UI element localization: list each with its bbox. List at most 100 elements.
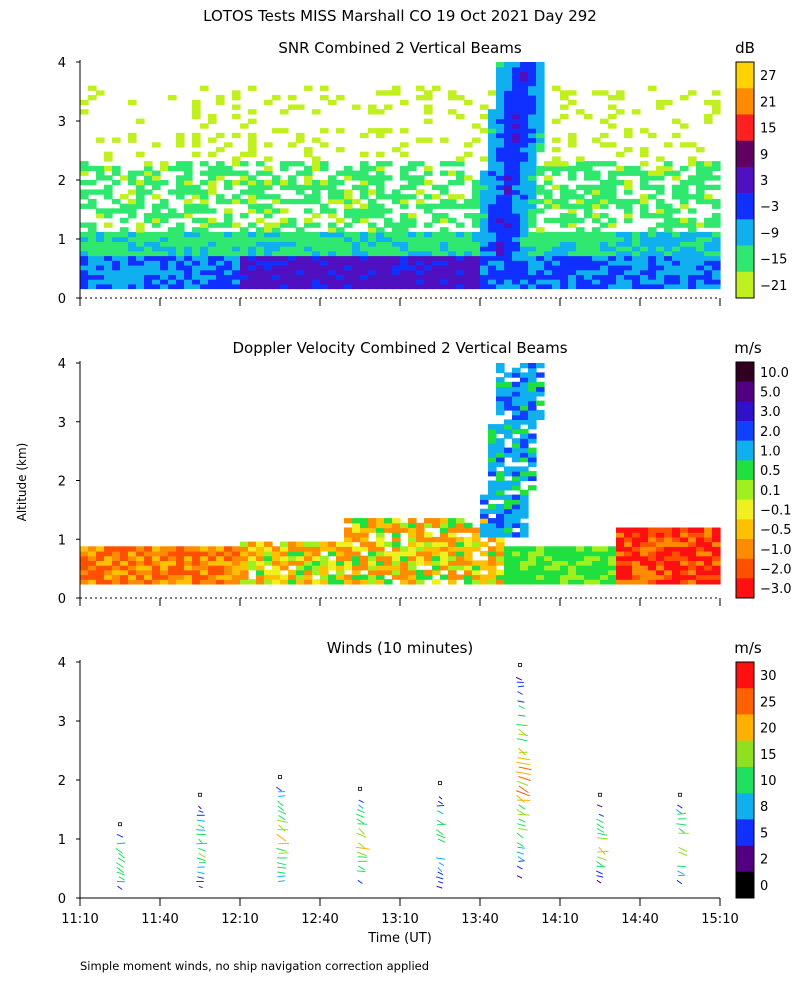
- snr-heatmap-cell: [624, 241, 633, 247]
- snr-heatmap-cell: [520, 118, 529, 124]
- doppler-heatmap-cell: [528, 475, 537, 482]
- snr-heatmap-cell: [152, 222, 161, 228]
- snr-heatmap-cell: [592, 189, 601, 195]
- doppler-heatmap-cell: [416, 579, 425, 585]
- snr-heatmap-cell: [504, 246, 513, 252]
- snr-heatmap-cell: [160, 260, 169, 266]
- snr-heatmap-cell: [504, 99, 513, 106]
- doppler-heatmap-cell: [248, 546, 257, 552]
- snr-heatmap-cell: [272, 95, 281, 101]
- snr-heatmap-cell: [184, 198, 193, 205]
- snr-heatmap-cell: [488, 123, 497, 129]
- doppler-heatmap-cell: [192, 551, 201, 557]
- snr-heatmap-cell: [312, 274, 321, 280]
- doppler-heatmap-cell: [704, 546, 713, 552]
- snr-heatmap-cell: [200, 180, 209, 186]
- snr-heatmap-cell: [592, 198, 601, 205]
- snr-heatmap-cell: [448, 279, 457, 285]
- snr-heatmap-cell: [320, 279, 329, 285]
- wind-barb: [357, 809, 365, 814]
- doppler-colorbar-label: 0.5: [760, 464, 781, 479]
- snr-heatmap-cell: [320, 231, 329, 238]
- snr-heatmap-cell: [592, 137, 601, 143]
- snr-heatmap-cell: [152, 175, 161, 181]
- snr-heatmap-cell: [504, 151, 513, 157]
- snr-heatmap-cell: [672, 250, 681, 257]
- snr-heatmap-cell: [456, 269, 465, 275]
- snr-heatmap-cell: [528, 264, 537, 271]
- snr-heatmap-cell: [464, 279, 473, 285]
- snr-heatmap-cell: [688, 241, 697, 247]
- doppler-heatmap-cell: [520, 551, 529, 557]
- doppler-heatmap-cell: [640, 532, 649, 538]
- snr-heatmap-cell: [592, 250, 601, 257]
- snr-heatmap-cell: [328, 198, 337, 205]
- snr-heatmap-cell: [712, 213, 721, 219]
- snr-heatmap-cell: [328, 241, 337, 247]
- snr-heatmap-cell: [288, 184, 297, 191]
- snr-heatmap-cell: [280, 109, 289, 115]
- doppler-heatmap-cell: [664, 546, 673, 552]
- snr-heatmap-cell: [680, 142, 689, 148]
- doppler-heatmap-cell: [712, 565, 721, 571]
- doppler-heatmap-cell: [512, 569, 521, 576]
- snr-heatmap-cell: [152, 217, 161, 224]
- wind-barb: [277, 805, 285, 812]
- snr-heatmap-cell: [152, 194, 161, 200]
- wind-barb: [596, 827, 605, 833]
- snr-heatmap-cell: [376, 165, 385, 172]
- doppler-heatmap-cell: [200, 546, 209, 552]
- doppler-heatmap-cell: [376, 536, 385, 543]
- snr-heatmap-cell: [480, 241, 489, 247]
- snr-heatmap-cell: [600, 255, 609, 261]
- doppler-heatmap-cell: [216, 565, 225, 571]
- snr-heatmap-cell: [536, 227, 545, 233]
- snr-heatmap-cell: [320, 208, 329, 214]
- doppler-heatmap-cell: [488, 518, 497, 524]
- snr-heatmap-cell: [208, 184, 217, 191]
- snr-heatmap-cell: [120, 241, 129, 247]
- snr-heatmap-cell: [656, 250, 665, 257]
- snr-heatmap-cell: [304, 250, 313, 257]
- snr-heatmap-cell: [152, 184, 161, 191]
- snr-heatmap-cell: [328, 246, 337, 252]
- snr-heatmap-cell: [272, 246, 281, 252]
- snr-heatmap-cell: [376, 213, 385, 219]
- snr-heatmap-cell: [384, 231, 393, 238]
- snr-heatmap-cell: [664, 269, 673, 275]
- snr-heatmap-cell: [112, 264, 121, 271]
- wind-barb: [516, 794, 525, 803]
- snr-heatmap-cell: [592, 241, 601, 247]
- doppler-heatmap-cell: [544, 551, 553, 557]
- wind-barb: [436, 885, 443, 889]
- snr-heatmap-cell: [520, 194, 529, 200]
- snr-heatmap-cell: [416, 246, 425, 252]
- snr-heatmap-cell: [568, 90, 577, 96]
- snr-heatmap-cell: [352, 184, 361, 191]
- snr-heatmap-cell: [560, 189, 569, 195]
- snr-heatmap-cell: [496, 95, 505, 101]
- snr-heatmap-cell: [520, 279, 529, 285]
- snr-heatmap-cell: [208, 118, 217, 124]
- snr-heatmap-cell: [584, 208, 593, 214]
- snr-heatmap-cell: [672, 236, 681, 242]
- doppler-heatmap-cell: [120, 569, 129, 576]
- snr-heatmap-cell: [584, 161, 593, 167]
- snr-heatmap-cell: [400, 213, 409, 219]
- wind-barb: [675, 809, 683, 815]
- snr-heatmap-cell: [560, 113, 569, 120]
- doppler-heatmap-cell: [344, 555, 353, 561]
- doppler-heatmap-cell: [416, 569, 425, 576]
- snr-heatmap-cell: [536, 85, 545, 91]
- snr-heatmap-cell: [656, 222, 665, 228]
- snr-heatmap-cell: [432, 260, 441, 266]
- snr-heatmap-cell: [480, 227, 489, 233]
- doppler-heatmap-cell: [376, 569, 385, 576]
- wind-barb: [678, 851, 688, 856]
- snr-heatmap-cell: [136, 194, 145, 200]
- snr-heatmap-cell: [648, 269, 657, 275]
- wind-barb: [436, 829, 444, 835]
- wind-barb: [516, 832, 524, 839]
- doppler-heatmap-cell: [408, 536, 417, 543]
- doppler-heatmap-cell: [568, 546, 577, 552]
